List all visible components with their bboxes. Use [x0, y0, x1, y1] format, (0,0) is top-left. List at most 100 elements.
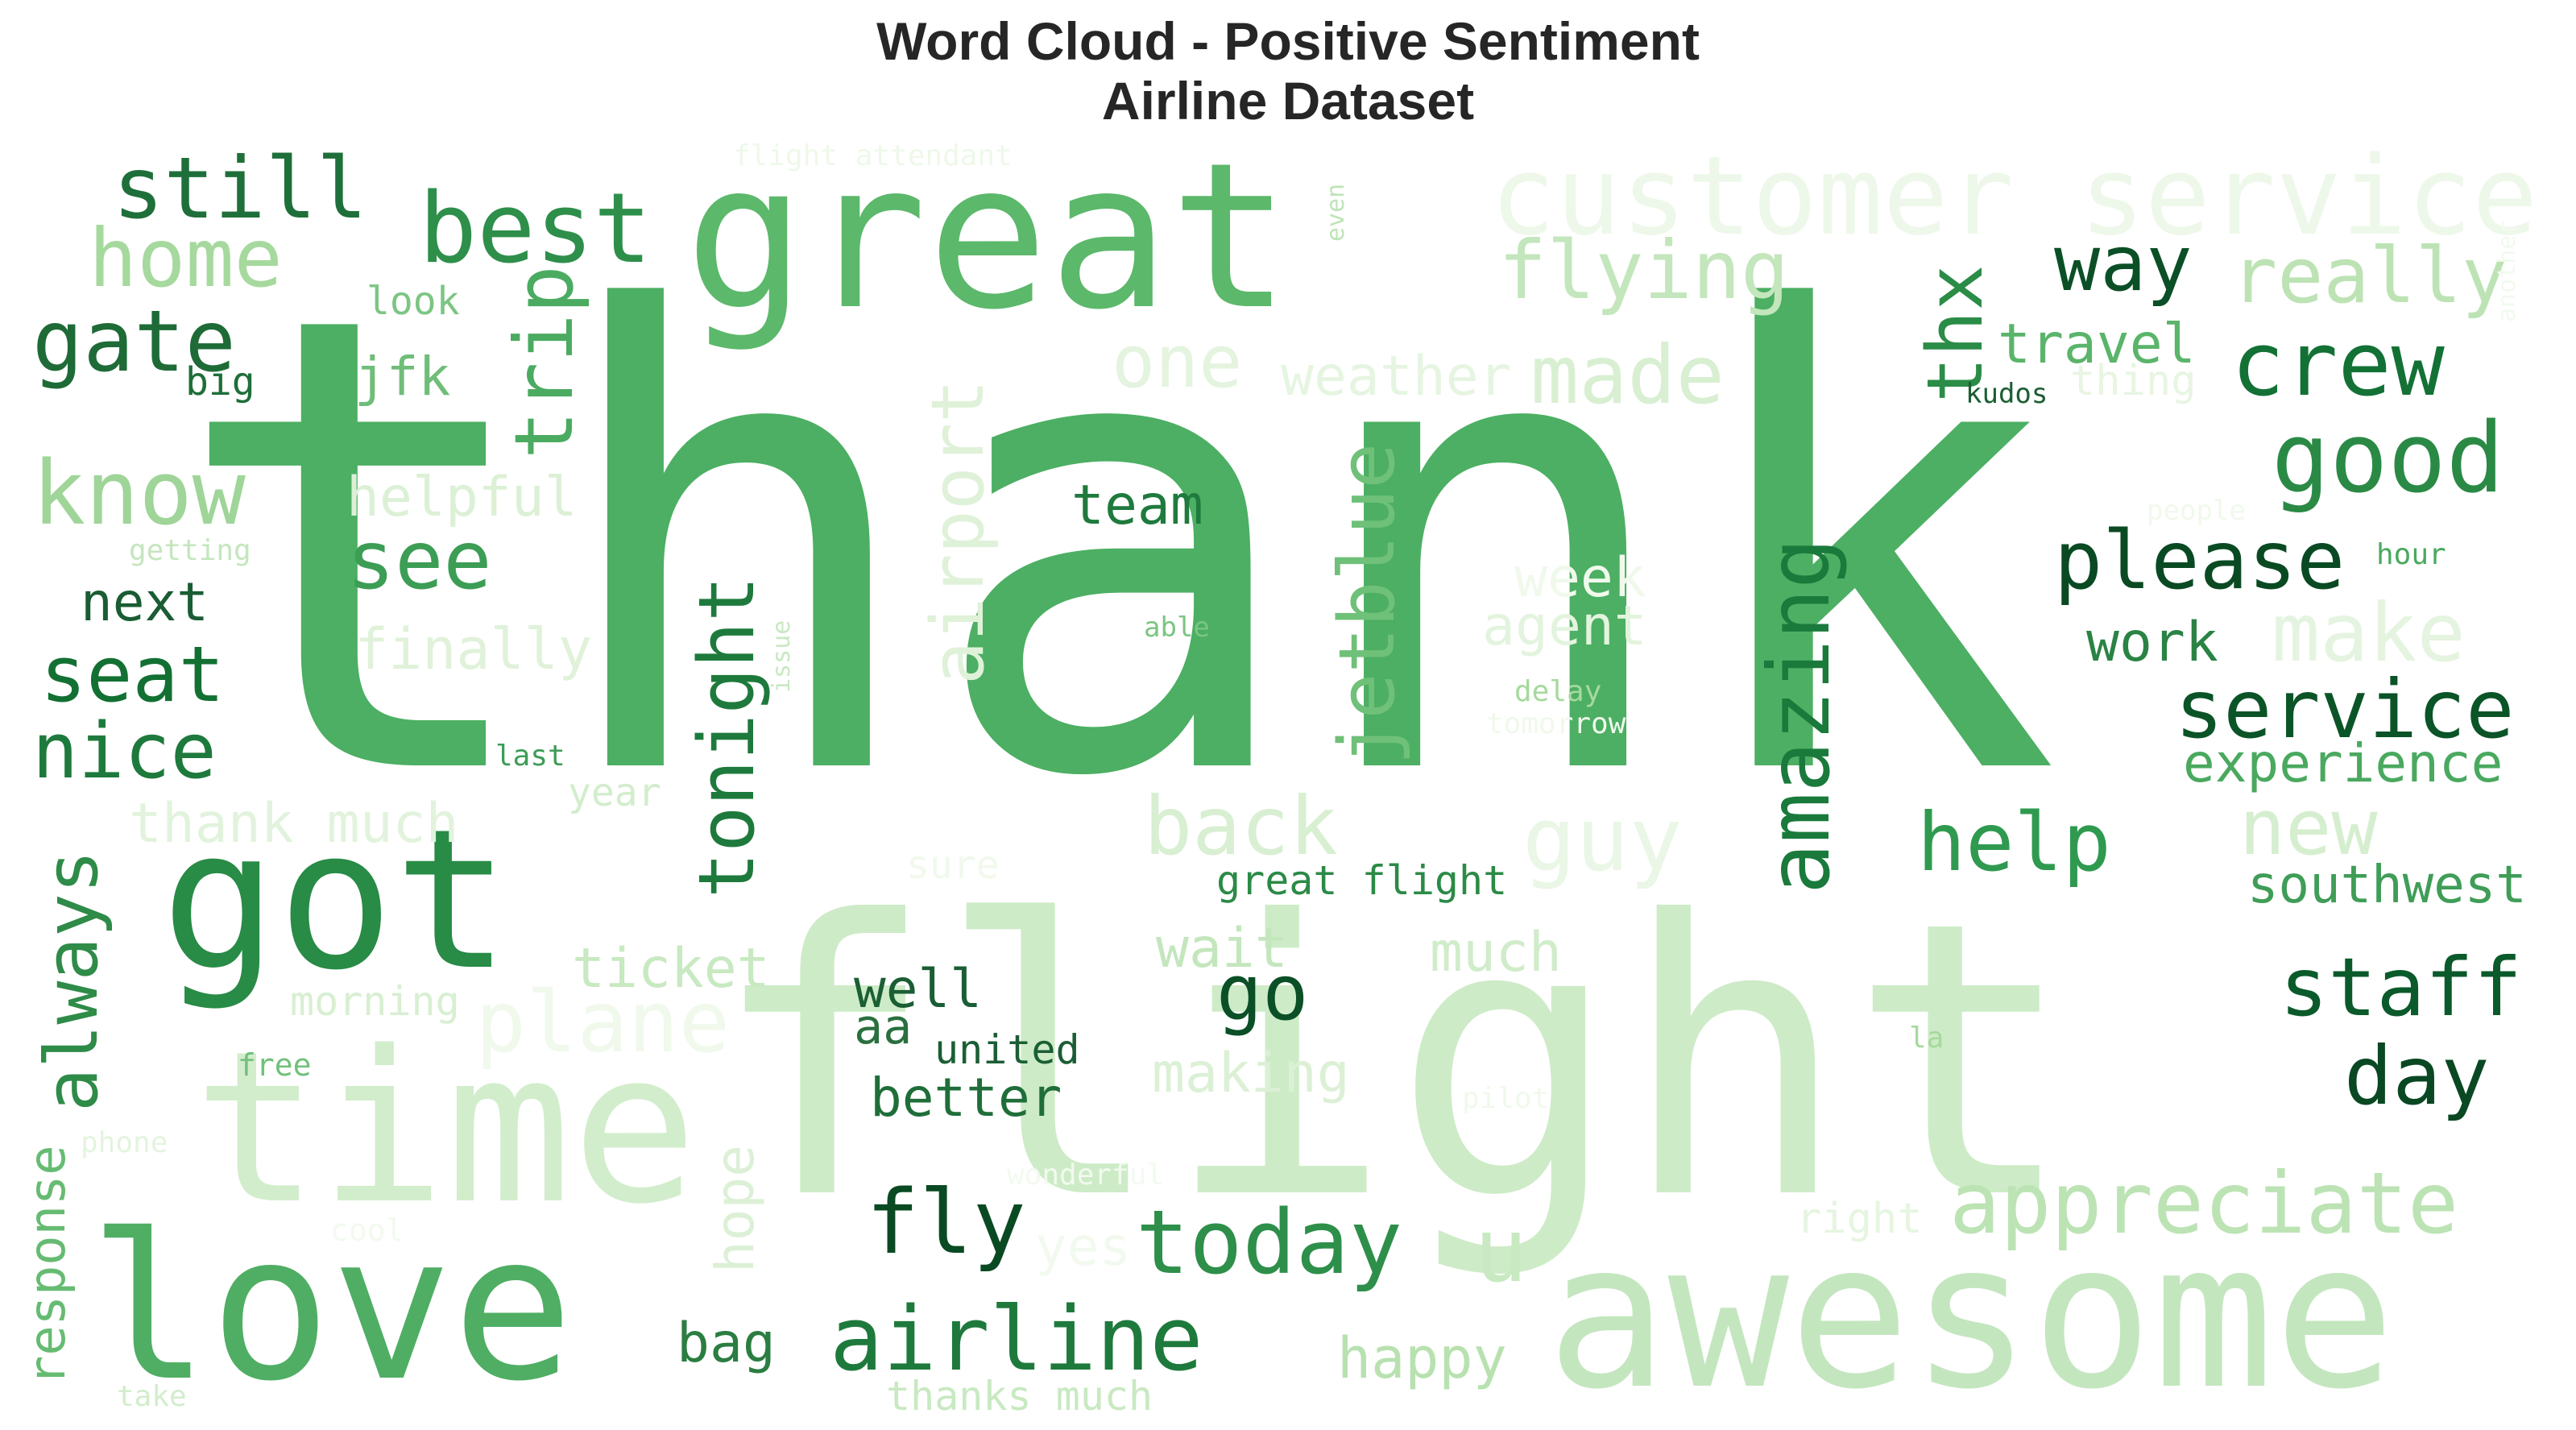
- word-plane: plane: [475, 973, 730, 1071]
- word-cool: cool: [330, 1212, 404, 1248]
- word-travel: travel: [1998, 313, 2196, 376]
- word-thanks-much: thanks much: [886, 1373, 1153, 1420]
- word-take: take: [117, 1380, 187, 1413]
- word-great: great: [685, 119, 1291, 354]
- word-la: la: [1909, 1022, 1944, 1055]
- word-u: u: [1474, 1199, 1527, 1302]
- word-kudos: kudos: [1965, 378, 2048, 410]
- word-thx: thx: [1911, 264, 2000, 403]
- word-guy: guy: [1522, 788, 1683, 891]
- word-way: way: [2054, 220, 2193, 309]
- word-fly: fly: [866, 1171, 1026, 1274]
- word-go: go: [1216, 949, 1308, 1038]
- word-flight-attendant: flight attendant: [733, 139, 1013, 172]
- word-tomorrow: tomorrow: [1486, 707, 1626, 740]
- word-gate: gate: [32, 292, 236, 391]
- word-yes: yes: [1035, 1216, 1131, 1278]
- word-week: week: [1514, 546, 1646, 610]
- word-agent: agent: [1482, 595, 1647, 658]
- word-right: right: [1796, 1195, 1923, 1243]
- word-big: big: [185, 359, 255, 404]
- word-time: time: [193, 1007, 698, 1250]
- word-great-flight: great flight: [1216, 857, 1507, 904]
- word-wonderful: wonderful: [1007, 1159, 1164, 1192]
- word-appreciate: appreciate: [1949, 1154, 2458, 1253]
- word-team: team: [1071, 474, 1203, 537]
- word-year: year: [568, 770, 661, 815]
- word-see: see: [346, 513, 492, 607]
- word-free: free: [238, 1047, 312, 1083]
- word-experience: experience: [2183, 732, 2503, 794]
- word-well: well: [854, 958, 982, 1020]
- word-love: love: [89, 1191, 574, 1425]
- word-back: back: [1144, 779, 1338, 873]
- word-pilot: pilot: [1462, 1082, 1549, 1115]
- word-bag: bag: [677, 1312, 776, 1375]
- word-phone: phone: [81, 1126, 168, 1159]
- word-last: last: [495, 740, 565, 773]
- word-please: please: [2054, 513, 2345, 607]
- word-next: next: [81, 571, 209, 633]
- word-helpful: helpful: [346, 466, 578, 529]
- word-awesome: awesome: [1547, 1199, 2396, 1430]
- word-united: united: [934, 1026, 1080, 1073]
- word-jfk: jfk: [354, 346, 450, 408]
- word-one: one: [1112, 320, 1243, 404]
- word-trip: trip: [497, 265, 591, 459]
- word-happy: happy: [1337, 1325, 1507, 1391]
- word-always: always: [30, 850, 114, 1112]
- word-another: another: [2493, 221, 2521, 322]
- word-service: service: [2175, 662, 2514, 756]
- word-staff: staff: [2280, 940, 2522, 1034]
- word-really: really: [2231, 232, 2508, 321]
- word-work: work: [2086, 611, 2218, 674]
- word-seat: seat: [40, 631, 225, 719]
- word-wait: wait: [1156, 917, 1288, 980]
- word-day: day: [2344, 1029, 2490, 1123]
- word-morning: morning: [290, 978, 460, 1025]
- word-made: made: [1530, 328, 1725, 422]
- word-even: even: [1322, 184, 1350, 242]
- word-hour: hour: [2376, 538, 2446, 571]
- word-finally: finally: [354, 616, 592, 682]
- word-people: people: [2147, 495, 2246, 527]
- word-issue: issue: [768, 620, 796, 693]
- word-able: able: [1144, 611, 1210, 644]
- word-know: know: [32, 441, 246, 545]
- word-making: making: [1152, 1042, 1350, 1105]
- word-nice: nice: [32, 707, 217, 796]
- word-tonight: tonight: [683, 576, 772, 898]
- word-crew: crew: [2231, 313, 2446, 416]
- word-customer-service: customer service: [1490, 133, 2537, 259]
- word-delay: delay: [1514, 675, 1601, 708]
- chart-title-block: Word Cloud - Positive Sentiment Airline …: [0, 11, 2576, 131]
- word-aa: aa: [854, 999, 912, 1055]
- word-better: better: [870, 1067, 1062, 1129]
- word-sure: sure: [906, 843, 1000, 888]
- chart-title: Word Cloud - Positive Sentiment: [876, 11, 1700, 71]
- word-new: new: [2239, 784, 2378, 873]
- word-home: home: [89, 211, 283, 305]
- word-weather: weather: [1281, 345, 1512, 408]
- word-thank-much: thank much: [129, 792, 458, 856]
- word-jetblue: jetblue: [1323, 443, 1412, 765]
- word-still: still: [113, 139, 367, 238]
- word-help: help: [1917, 795, 2111, 889]
- word-thing: thing: [2070, 357, 2197, 405]
- word-hope: hope: [704, 1145, 766, 1273]
- word-flight: flight: [709, 841, 2077, 1282]
- word-ticket: ticket: [572, 937, 770, 1001]
- word-airline: airline: [830, 1287, 1203, 1391]
- word-thank: thank: [169, 182, 2060, 914]
- word-look: look: [367, 279, 460, 324]
- word-southwest: southwest: [2247, 856, 2527, 915]
- word-good: good: [2272, 403, 2504, 515]
- chart-subtitle: Airline Dataset: [1101, 71, 1475, 131]
- word-make: make: [2272, 586, 2466, 680]
- word-today: today: [1136, 1191, 1402, 1294]
- word-amazing: amazing: [1750, 537, 1849, 894]
- word-response: response: [18, 1145, 77, 1386]
- word-flying: flying: [1498, 223, 1789, 317]
- word-best: best: [419, 173, 652, 285]
